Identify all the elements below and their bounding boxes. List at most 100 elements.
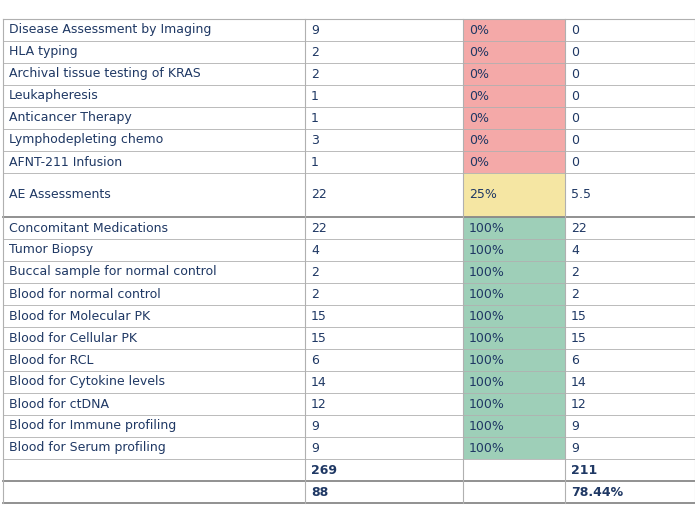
Text: 2: 2 xyxy=(571,288,579,301)
Bar xyxy=(565,239,695,261)
Text: 100%: 100% xyxy=(469,442,505,455)
Text: 0%: 0% xyxy=(469,67,489,80)
Text: 100%: 100% xyxy=(469,266,505,279)
Text: 0%: 0% xyxy=(469,112,489,125)
Bar xyxy=(463,305,565,327)
Text: 3: 3 xyxy=(311,134,319,147)
Text: 2: 2 xyxy=(311,45,319,58)
Text: 0: 0 xyxy=(571,23,579,37)
Text: Leukapheresis: Leukapheresis xyxy=(9,89,99,102)
Text: 14: 14 xyxy=(311,375,327,388)
Bar xyxy=(305,415,463,437)
Bar xyxy=(565,393,695,415)
Text: 9: 9 xyxy=(311,420,319,433)
Text: 9: 9 xyxy=(311,442,319,455)
Bar xyxy=(565,415,695,437)
Text: 1: 1 xyxy=(311,156,319,169)
Text: 2: 2 xyxy=(311,288,319,301)
Bar xyxy=(565,261,695,283)
Text: AFNT-211 Infusion: AFNT-211 Infusion xyxy=(9,156,122,169)
Text: 22: 22 xyxy=(311,188,327,201)
Text: 0%: 0% xyxy=(469,156,489,169)
Text: Blood for RCL: Blood for RCL xyxy=(9,353,94,366)
Text: 100%: 100% xyxy=(469,420,505,433)
Bar xyxy=(463,239,565,261)
Text: 0: 0 xyxy=(571,134,579,147)
Bar xyxy=(3,283,305,305)
Text: Lymphodepleting chemo: Lymphodepleting chemo xyxy=(9,134,163,147)
Text: Blood for Cytokine levels: Blood for Cytokine levels xyxy=(9,375,165,388)
Bar xyxy=(565,217,695,239)
Text: 100%: 100% xyxy=(469,397,505,410)
Text: 100%: 100% xyxy=(469,310,505,323)
Text: 25%: 25% xyxy=(469,188,497,201)
Bar xyxy=(3,393,305,415)
Text: 9: 9 xyxy=(571,442,579,455)
Bar xyxy=(305,19,463,41)
Text: 15: 15 xyxy=(311,331,327,345)
Text: 9: 9 xyxy=(311,23,319,37)
Bar xyxy=(3,217,305,239)
Bar xyxy=(565,85,695,107)
Text: 78.44%: 78.44% xyxy=(571,485,623,499)
Bar xyxy=(305,151,463,173)
Text: 0%: 0% xyxy=(469,89,489,102)
Bar xyxy=(463,393,565,415)
Text: 100%: 100% xyxy=(469,243,505,256)
Bar xyxy=(463,129,565,151)
Bar xyxy=(463,217,565,239)
Text: 0%: 0% xyxy=(469,23,489,37)
Bar xyxy=(565,129,695,151)
Bar xyxy=(305,283,463,305)
Text: 9: 9 xyxy=(571,420,579,433)
Text: 100%: 100% xyxy=(469,353,505,366)
Bar xyxy=(305,349,463,371)
Bar xyxy=(463,415,565,437)
Bar xyxy=(565,459,695,481)
Text: 0: 0 xyxy=(571,112,579,125)
Bar xyxy=(305,107,463,129)
Bar xyxy=(565,481,695,503)
Text: 22: 22 xyxy=(311,221,327,234)
Bar xyxy=(305,371,463,393)
Bar xyxy=(305,481,565,503)
Bar xyxy=(463,371,565,393)
Bar xyxy=(305,129,463,151)
Bar xyxy=(463,19,565,41)
Bar xyxy=(3,437,305,459)
Text: Blood for Immune profiling: Blood for Immune profiling xyxy=(9,420,177,433)
Text: 88: 88 xyxy=(311,485,328,499)
Bar xyxy=(3,459,305,481)
Text: AE Assessments: AE Assessments xyxy=(9,188,111,201)
Text: Blood for normal control: Blood for normal control xyxy=(9,288,161,301)
Bar xyxy=(463,63,565,85)
Bar xyxy=(565,327,695,349)
Bar xyxy=(463,151,565,173)
Bar xyxy=(305,63,463,85)
Bar xyxy=(305,327,463,349)
Bar xyxy=(565,371,695,393)
Text: 269: 269 xyxy=(311,464,337,477)
Text: 211: 211 xyxy=(571,464,597,477)
Bar xyxy=(3,481,305,503)
Bar xyxy=(463,107,565,129)
Text: 4: 4 xyxy=(311,243,319,256)
Bar xyxy=(305,437,463,459)
Text: 100%: 100% xyxy=(469,375,505,388)
Text: 0: 0 xyxy=(571,89,579,102)
Bar xyxy=(3,349,305,371)
Bar xyxy=(3,129,305,151)
Text: 100%: 100% xyxy=(469,288,505,301)
Bar xyxy=(305,41,463,63)
Bar xyxy=(3,41,305,63)
Text: 1: 1 xyxy=(311,112,319,125)
Text: Blood for Molecular PK: Blood for Molecular PK xyxy=(9,310,150,323)
Bar xyxy=(3,107,305,129)
Bar xyxy=(463,437,565,459)
Bar xyxy=(305,217,463,239)
Bar xyxy=(565,107,695,129)
Bar xyxy=(3,63,305,85)
Bar xyxy=(463,327,565,349)
Text: 1: 1 xyxy=(311,89,319,102)
Bar xyxy=(3,371,305,393)
